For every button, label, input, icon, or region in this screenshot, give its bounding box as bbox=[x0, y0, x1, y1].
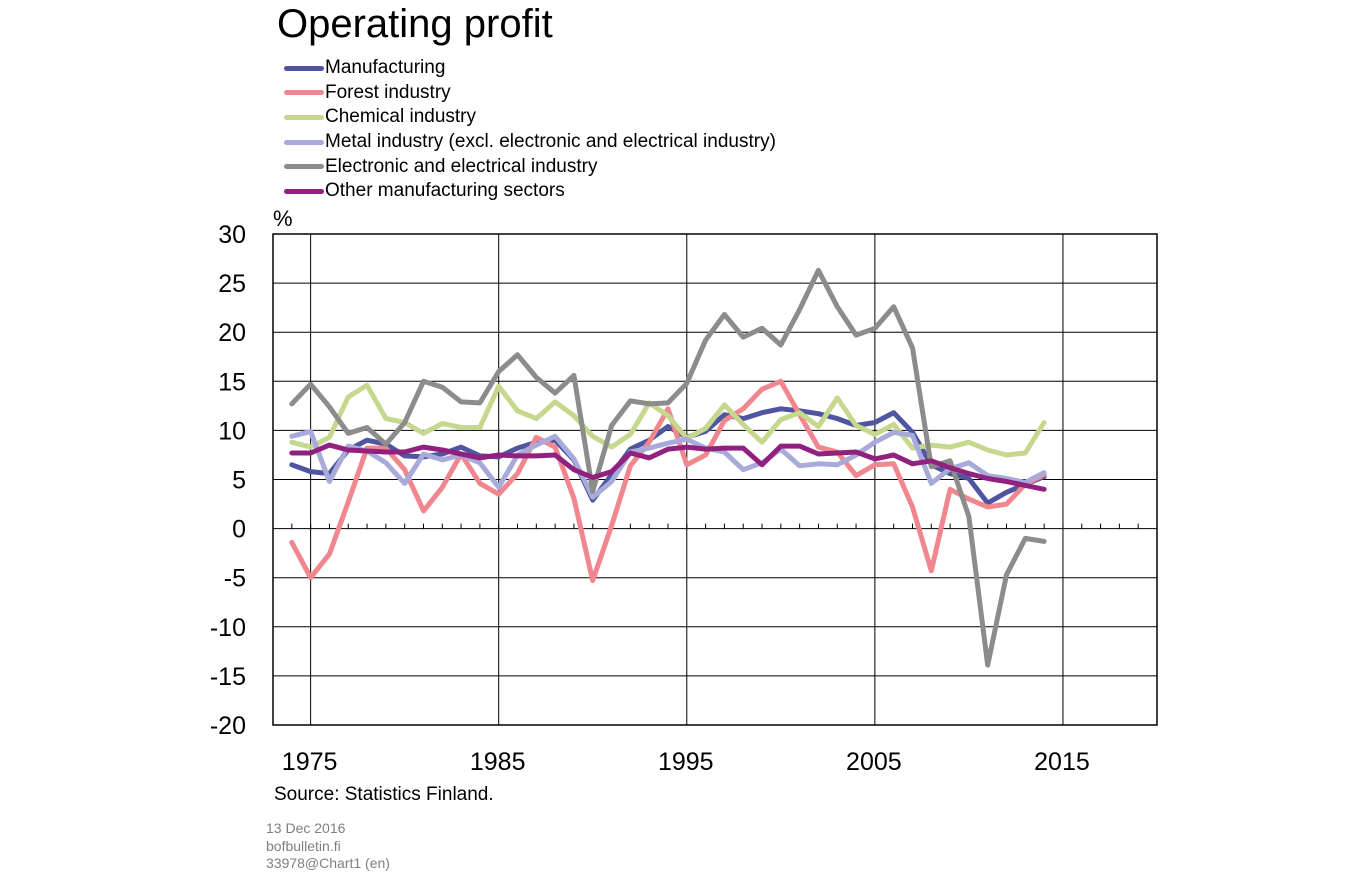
y-tick-label: 15 bbox=[218, 368, 246, 396]
x-tick-label: 1985 bbox=[470, 748, 526, 776]
chart-footer: 13 Dec 2016 bofbulletin.fi 33978@Chart1 … bbox=[266, 820, 390, 873]
series-line bbox=[289, 442, 1047, 492]
footer-date: 13 Dec 2016 bbox=[266, 820, 346, 836]
legend-label: Metal industry (excl. electronic and ele… bbox=[325, 131, 776, 153]
y-tick-label: 0 bbox=[232, 516, 246, 544]
y-tick-label: -15 bbox=[210, 663, 246, 691]
legend-item: Metal industry (excl. electronic and ele… bbox=[284, 130, 776, 155]
x-tick-label: 2015 bbox=[1034, 748, 1090, 776]
legend-item: Other manufacturing sectors bbox=[284, 179, 776, 204]
legend-swatch bbox=[284, 65, 324, 71]
plot-frame bbox=[272, 233, 1158, 726]
source-note: Source: Statistics Finland. bbox=[274, 784, 494, 805]
series-line bbox=[289, 378, 1047, 584]
legend-label: Electronic and electrical industry bbox=[325, 155, 598, 177]
legend-item: Electronic and electrical industry bbox=[284, 154, 776, 179]
legend-swatch bbox=[284, 90, 324, 96]
y-axis-unit-label: % bbox=[273, 206, 293, 231]
legend-swatch bbox=[284, 164, 324, 170]
x-tick-label: 1975 bbox=[282, 748, 338, 776]
x-tick-label: 2005 bbox=[846, 748, 902, 776]
footer-site: bofbulletin.fi bbox=[266, 837, 341, 854]
legend-label: Chemical industry bbox=[325, 106, 476, 128]
y-tick-label: 10 bbox=[218, 417, 246, 445]
chart-title: Operating profit bbox=[277, 2, 553, 46]
legend-item: Forest industry bbox=[284, 81, 776, 106]
x-tick-label: 1995 bbox=[658, 748, 714, 776]
series-line bbox=[289, 406, 1047, 506]
series-line bbox=[289, 428, 1047, 500]
y-tick-label: 25 bbox=[218, 270, 246, 298]
y-tick-label: -10 bbox=[210, 614, 246, 642]
legend-item: Manufacturing bbox=[284, 56, 776, 81]
legend-label: Manufacturing bbox=[325, 57, 446, 79]
legend-label: Other manufacturing sectors bbox=[325, 180, 565, 202]
y-tick-label: 30 bbox=[218, 221, 246, 249]
legend-swatch bbox=[284, 114, 324, 120]
legend-swatch bbox=[284, 188, 324, 194]
y-tick-label: -5 bbox=[224, 565, 246, 593]
y-tick-label: 20 bbox=[218, 319, 246, 347]
chart-legend: Manufacturing Forest industry Chemical ind… bbox=[284, 56, 776, 204]
y-tick-label: 5 bbox=[232, 467, 246, 495]
series-line bbox=[289, 267, 1047, 668]
legend-label: Forest industry bbox=[325, 81, 451, 103]
y-tick-label: -20 bbox=[210, 712, 246, 740]
legend-swatch bbox=[284, 139, 324, 145]
legend-item: Chemical industry bbox=[284, 105, 776, 130]
footer-code: 33978@Chart1 (en) bbox=[266, 855, 390, 871]
